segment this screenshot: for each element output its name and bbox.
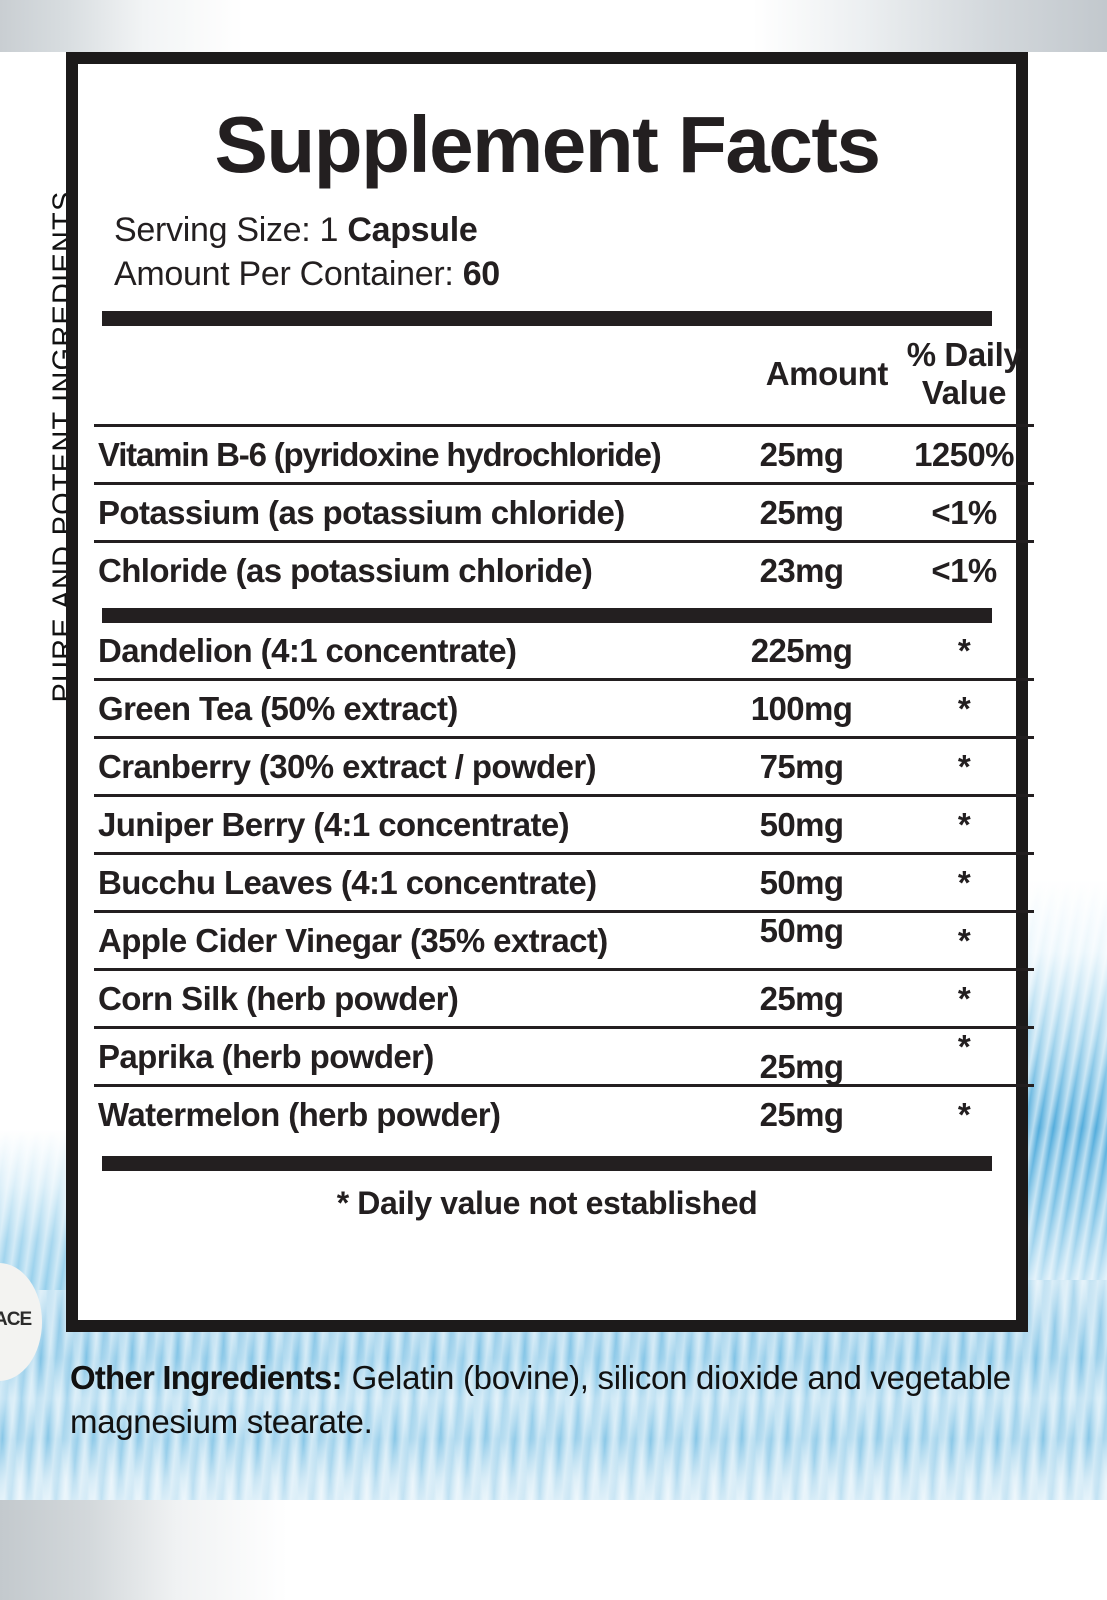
herbal-daily-value: * [957, 748, 971, 786]
table-row: Green Tea (50% extract) 100mg * [94, 681, 1034, 738]
page-title: Supplement Facts [214, 100, 881, 189]
table-row: Corn Silk (herb powder) 25mg * [94, 971, 1034, 1028]
herbal-blend-table: Dandelion (4:1 concentrate) 225mg * Gree… [94, 623, 1034, 1142]
herbal-daily-value: * [957, 806, 971, 844]
nutrient-amount: 25mg [759, 494, 844, 532]
amount-per-container-line: Amount Per Container: 60 [114, 252, 1000, 297]
herbal-name: Corn Silk (herb powder) [98, 980, 459, 1018]
herbal-amount: 75mg [759, 748, 844, 786]
table-row: Bucchu Leaves (4:1 concentrate) 50mg * [94, 855, 1034, 912]
herbal-daily-value: * [957, 922, 971, 960]
amount-per-container-value: 60 [462, 255, 501, 294]
divider-thick-bottom [102, 1156, 992, 1172]
herbal-daily-value: * [957, 1096, 971, 1134]
herbal-name: Apple Cider Vinegar (35% extract) [98, 922, 608, 960]
supplement-facts-panel: Supplement Facts Serving Size: 1 Capsule… [66, 52, 1034, 1332]
table-row: Chloride (as potassium chloride) 23mg <1… [94, 543, 1034, 598]
herbal-amount: 50mg [759, 912, 844, 950]
other-ingredients-block: Other Ingredients: Gelatin (bovine), sili… [70, 1356, 1045, 1443]
nutrient-name: Chloride (as potassium chloride) [98, 552, 593, 590]
herbal-amount: 50mg [759, 864, 844, 902]
herbal-amount: 100mg [750, 690, 853, 728]
herbal-name: Green Tea (50% extract) [98, 690, 458, 728]
table-row: Paprika (herb powder) 25mg * [94, 1029, 1034, 1086]
serving-size-label: Serving Size: 1 [114, 210, 348, 249]
serving-size-line: Serving Size: 1 Capsule [114, 208, 1000, 253]
column-header-daily-value: % Daily Value [906, 336, 1022, 412]
water-texture-left [0, 1130, 70, 1290]
divider-thick-top [102, 311, 992, 327]
herbal-amount: 25mg [759, 1048, 844, 1086]
table-row: Vitamin B-6 (pyridoxine hydrochloride) 2… [94, 427, 1034, 484]
nutrient-name: Potassium (as potassium chloride) [98, 494, 625, 532]
nutrients-table: Amount % Daily Value Vitamin B-6 (pyrido… [94, 326, 1034, 598]
table-row: Watermelon (herb powder) 25mg * [94, 1087, 1034, 1142]
herbal-amount: 225mg [750, 632, 853, 670]
top-silver-gradient [0, 0, 1107, 52]
herbal-name: Paprika (herb powder) [98, 1038, 434, 1076]
table-row: Dandelion (4:1 concentrate) 225mg * [94, 623, 1034, 680]
amount-per-container-label: Amount Per Container: [114, 255, 463, 294]
table-row: Cranberry (30% extract / powder) 75mg * [94, 739, 1034, 796]
other-ingredients-text: Gelatin (bovine), silicon dioxide and ve… [70, 1359, 1011, 1440]
water-texture-right [1020, 880, 1107, 1280]
other-ingredients-label: Other Ingredients: [70, 1359, 342, 1396]
nutrient-name: Vitamin B-6 (pyridoxine hydrochloride) [98, 436, 662, 474]
herbal-name: Bucchu Leaves (4:1 concentrate) [98, 864, 597, 902]
herbal-amount: 25mg [759, 1096, 844, 1134]
nutrient-daily-value: <1% [931, 552, 997, 590]
column-header-amount: Amount [765, 355, 889, 393]
herbal-name: Juniper Berry (4:1 concentrate) [98, 806, 570, 844]
table-row: Juniper Berry (4:1 concentrate) 50mg * [94, 797, 1034, 854]
table-row: Apple Cider Vinegar (35% extract) 50mg * [94, 913, 1034, 970]
herbal-amount: 50mg [759, 806, 844, 844]
nutrient-daily-value: 1250% [914, 436, 1014, 474]
herbal-name: Cranberry (30% extract / powder) [98, 748, 597, 786]
herbal-daily-value: * [957, 632, 971, 670]
herbal-name: Watermelon (herb powder) [98, 1096, 501, 1134]
serving-size-value: Capsule [347, 210, 478, 249]
herbal-amount: 25mg [759, 980, 844, 1018]
nutrient-amount: 23mg [759, 552, 844, 590]
serving-info-block: Serving Size: 1 Capsule Amount Per Conta… [94, 208, 1000, 298]
herbal-name: Dandelion (4:1 concentrate) [98, 632, 517, 670]
herbal-daily-value: * [957, 864, 971, 902]
bottom-silver-gradient [0, 1500, 1107, 1600]
edge-badge-text: ACE [0, 1309, 32, 1330]
table-header-row: Amount % Daily Value [94, 326, 1034, 426]
nutrient-daily-value: <1% [931, 494, 997, 532]
herbal-daily-value: * [957, 690, 971, 728]
column-header-name [94, 326, 709, 426]
herbal-daily-value: * [957, 1028, 971, 1066]
nutrient-amount: 25mg [759, 436, 844, 474]
divider-thick-mid [102, 608, 992, 624]
herbal-daily-value: * [957, 980, 971, 1018]
daily-value-footnote: * Daily value not established [336, 1185, 758, 1222]
table-row: Potassium (as potassium chloride) 25mg <… [94, 485, 1034, 542]
